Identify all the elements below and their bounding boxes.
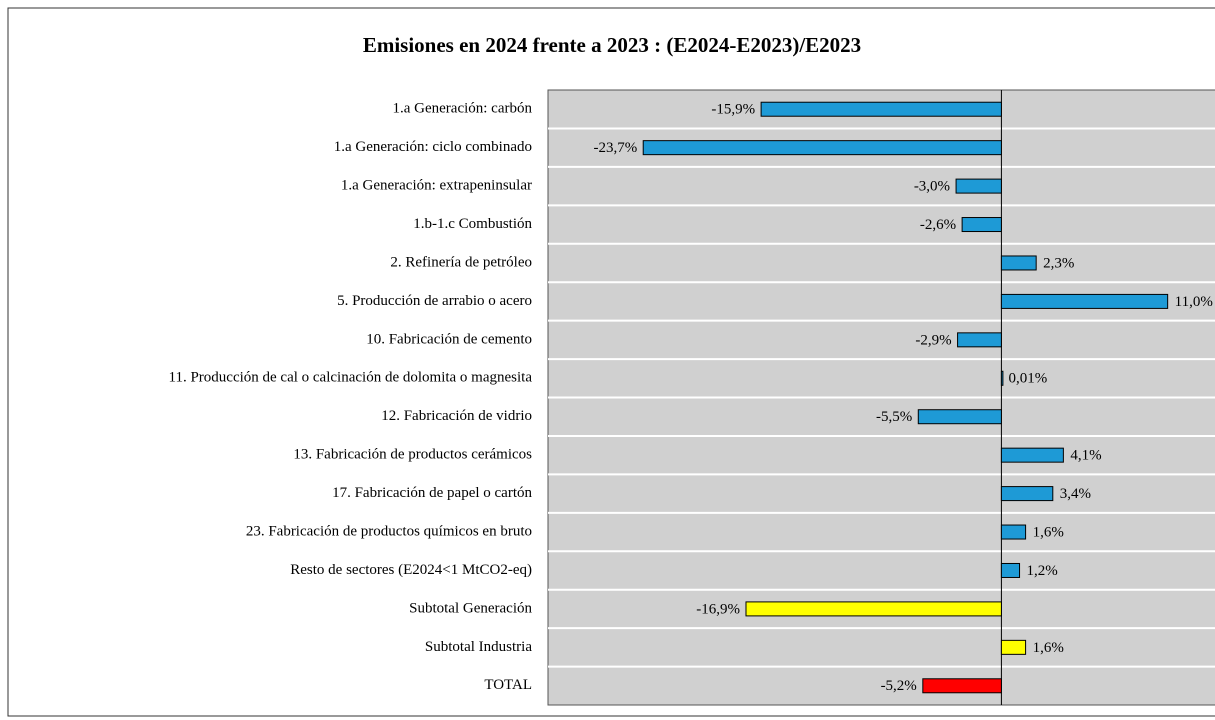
value-label: 11,0%: [1175, 294, 1213, 310]
value-label: -15,9%: [711, 102, 755, 118]
category-label: 1.a Generación: extrapeninsular: [341, 178, 532, 194]
bar: [917, 409, 1002, 425]
chart-title: Emisiones en 2024 frente a 2023 : (E2024…: [363, 33, 861, 57]
bar: [1000, 486, 1054, 502]
bar: [1000, 447, 1064, 463]
category-label: 1.b-1.c Combustión: [413, 216, 532, 232]
bar: [1000, 562, 1021, 578]
value-label: 4,1%: [1070, 448, 1101, 464]
value-label: -23,7%: [593, 140, 637, 156]
value-label: 2,3%: [1043, 255, 1074, 271]
category-label: 10. Fabricación de cemento: [366, 331, 532, 347]
category-label: 11. Producción de cal o calcinación de d…: [169, 370, 533, 386]
category-label: Subtotal Industria: [425, 639, 532, 655]
value-label: 1,2%: [1027, 563, 1058, 579]
value-label: -5,5%: [876, 409, 912, 425]
value-label: 1,6%: [1033, 640, 1064, 656]
bar: [760, 101, 1002, 117]
category-label: Resto de sectores (E2024<1 MtCO2-eq): [290, 562, 532, 578]
value-label: -2,9%: [915, 332, 951, 348]
value-label: 3,4%: [1060, 486, 1091, 502]
bar: [1000, 524, 1027, 540]
category-label: 17. Fabricación de papel o cartón: [332, 485, 532, 501]
category-label: 1.a Generación: carbón: [392, 101, 532, 117]
category-label: 23. Fabricación de productos químicos en…: [246, 523, 532, 539]
category-label: 1.a Generación: ciclo combinado: [334, 139, 532, 155]
value-label: -2,6%: [920, 217, 956, 233]
bar: [1000, 639, 1027, 655]
value-label: 1,6%: [1033, 524, 1064, 540]
bar: [1000, 293, 1169, 309]
value-label: -16,9%: [696, 601, 740, 617]
bar: [642, 140, 1002, 156]
category-label: 13. Fabricación de productos cerámicos: [293, 447, 532, 463]
bar: [745, 601, 1002, 617]
category-label: 5. Producción de arrabio o acero: [337, 293, 532, 309]
bar: [922, 678, 1002, 694]
category-label: 12. Fabricación de vidrio: [381, 408, 532, 424]
bar: [1000, 255, 1037, 271]
bar: [957, 332, 1002, 348]
bar: [1000, 370, 1004, 386]
bar: [955, 178, 1002, 194]
category-label: Subtotal Generación: [409, 600, 532, 616]
category-label: TOTAL: [484, 677, 532, 693]
value-label: -5,2%: [881, 678, 917, 694]
bar: [961, 217, 1002, 233]
value-label: -3,0%: [914, 179, 950, 195]
category-label: 2. Refinería de petróleo: [390, 254, 532, 270]
value-label: 0,01%: [1009, 371, 1048, 387]
